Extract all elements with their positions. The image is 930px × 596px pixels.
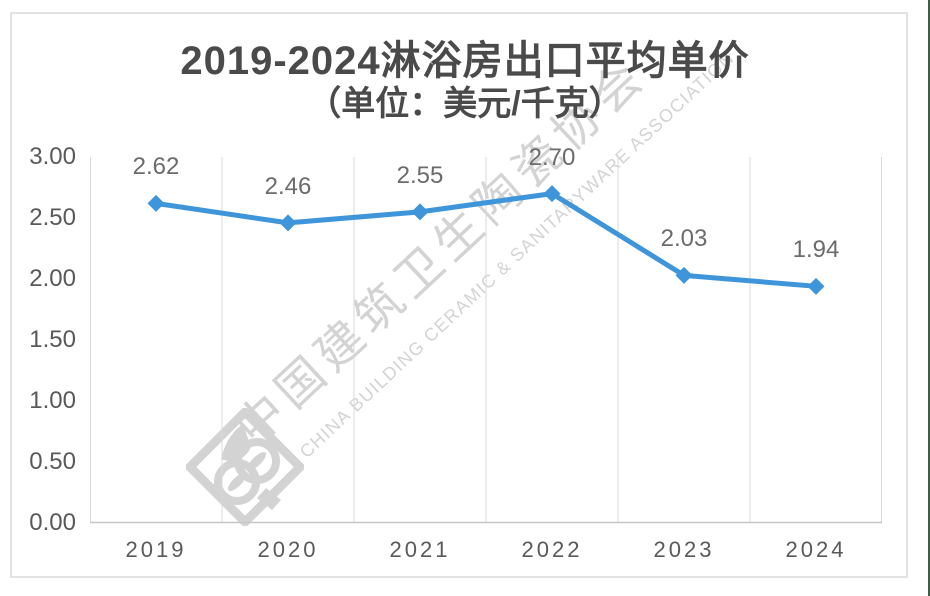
data-label: 2.62 — [132, 153, 180, 181]
data-label: 1.94 — [792, 236, 840, 264]
x-tick-label: 2024 — [785, 537, 847, 562]
y-tick-label: 1.50 — [29, 326, 76, 353]
y-tick-label: 2.50 — [29, 204, 76, 231]
data-point-marker — [411, 203, 429, 221]
x-tick-label: 2022 — [521, 537, 583, 562]
y-tick-label: 0.00 — [29, 509, 76, 536]
image-border-frame — [10, 12, 908, 578]
data-point-marker — [147, 194, 165, 212]
x-tick-label: 2021 — [389, 537, 451, 562]
data-label: 2.70 — [528, 143, 576, 171]
line-chart-canvas — [90, 157, 882, 524]
chart-title: 2019-2024淋浴房出口平均单价 — [180, 39, 750, 83]
data-point-marker — [807, 277, 825, 295]
right-edge-line — [928, 0, 930, 596]
x-tick-label: 2020 — [257, 537, 319, 562]
x-tick-label: 2023 — [653, 537, 715, 562]
data-label: 2.55 — [396, 161, 444, 189]
y-tick-label: 0.50 — [29, 448, 76, 475]
y-tick-label: 2.00 — [29, 265, 76, 292]
series-line — [153, 191, 819, 289]
y-tick-label: 3.00 — [29, 143, 76, 170]
x-tick-label: 2019 — [125, 537, 187, 562]
data-point-marker — [543, 185, 561, 203]
data-label: 2.46 — [264, 172, 312, 200]
data-point-marker — [279, 214, 297, 232]
data-label: 2.03 — [660, 225, 708, 253]
plot-area: 2.62 2.46 2.55 2.70 2.03 1.94 — [90, 144, 882, 524]
chart-subtitle: （单位：美元/千克） — [307, 85, 623, 123]
y-tick-label: 1.00 — [29, 387, 76, 414]
data-point-marker — [675, 266, 693, 284]
